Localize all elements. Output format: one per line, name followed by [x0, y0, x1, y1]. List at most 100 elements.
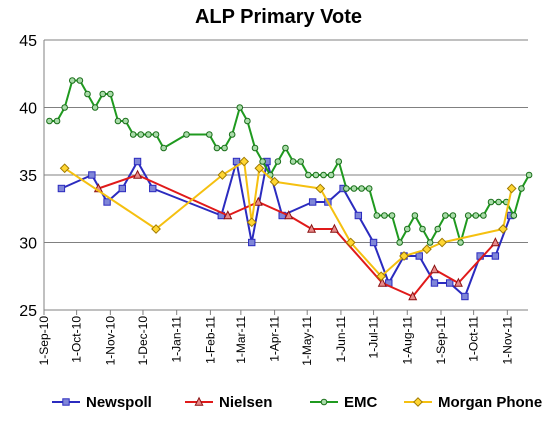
data-point [498, 224, 508, 234]
data-point [269, 176, 280, 187]
data-point [133, 169, 143, 179]
data-point [228, 131, 236, 138]
data-point [369, 238, 378, 247]
y-tick-label: 25 [19, 303, 37, 320]
data-point [461, 292, 469, 301]
data-point [399, 251, 409, 261]
data-point [411, 212, 419, 219]
data-point [248, 238, 256, 247]
x-tick-label: 1-Aug-11 [400, 316, 414, 365]
data-point [297, 158, 304, 165]
data-point [91, 104, 99, 111]
x-tick-label: 1-Feb-11 [203, 316, 217, 364]
legend-label: Newspoll [86, 394, 152, 411]
data-point [426, 239, 434, 246]
data-point [84, 90, 91, 98]
legend-item: EMC [310, 394, 378, 411]
legend-swatch-marker [320, 398, 328, 406]
data-point [206, 131, 213, 138]
data-point [122, 117, 129, 125]
data-point [453, 277, 463, 287]
data-point [445, 279, 454, 287]
data-point [396, 239, 403, 246]
legend-label: EMC [344, 394, 378, 411]
data-point [145, 131, 152, 138]
data-point [137, 131, 145, 138]
x-tick-label: 1-Jun-11 [334, 316, 348, 363]
legend-label: Nielsen [219, 394, 272, 411]
data-point [472, 212, 480, 219]
data-point [320, 171, 327, 179]
data-point [376, 271, 387, 282]
data-point [419, 225, 426, 233]
data-point [457, 239, 464, 246]
data-point [343, 185, 350, 192]
data-point [315, 183, 326, 194]
x-tick-label: 1-Jan-11 [170, 316, 184, 363]
data-point [345, 237, 356, 248]
x-tick-label: 1-Sep-11 [434, 316, 448, 365]
x-tick-label: 1-Oct-11 [467, 316, 481, 362]
x-tick-label: 1-Nov-10 [103, 316, 117, 366]
data-point [213, 144, 221, 152]
data-point [221, 144, 228, 152]
data-point [133, 157, 142, 166]
x-tick-label: 1-Jul-11 [367, 316, 381, 359]
data-point [365, 185, 373, 192]
data-point [358, 185, 365, 192]
series-emc [46, 77, 533, 246]
data-point [437, 237, 447, 248]
data-point [442, 212, 449, 219]
x-tick-label: 1-May-11 [300, 316, 314, 366]
series-morgan-phone [59, 156, 517, 282]
data-point [480, 212, 487, 219]
series-line [98, 174, 497, 298]
data-point [335, 158, 343, 165]
data-point [464, 212, 472, 219]
data-point [289, 158, 297, 165]
data-point [510, 212, 518, 219]
data-point [223, 210, 233, 220]
data-point [274, 158, 282, 165]
data-point [151, 224, 161, 234]
data-point [373, 212, 381, 219]
data-point [312, 171, 320, 179]
data-point [429, 264, 439, 274]
data-point [449, 212, 457, 219]
data-point [377, 277, 387, 287]
data-point [284, 210, 294, 220]
data-point [434, 225, 442, 233]
x-tick-label: 1-Nov-11 [500, 316, 514, 365]
data-point [183, 131, 190, 138]
data-point [307, 223, 317, 233]
data-point [217, 170, 228, 180]
data-point [487, 198, 495, 206]
data-point [253, 196, 263, 206]
data-point [68, 77, 76, 84]
data-point [57, 184, 66, 193]
data-point [149, 184, 157, 193]
data-point [239, 156, 250, 167]
data-point [46, 117, 53, 125]
data-point [244, 117, 251, 125]
data-point [421, 244, 432, 255]
legend-item: Newspoll [52, 394, 152, 411]
x-tick-label: 1-Dec-10 [136, 316, 150, 366]
data-point [388, 212, 396, 219]
legend-label: Morgan Phone [438, 394, 542, 411]
legend-swatch-marker [413, 397, 423, 407]
data-point [53, 117, 61, 125]
y-tick-label: 45 [19, 33, 37, 50]
data-point [114, 117, 122, 125]
data-point [76, 77, 84, 84]
x-tick-label: 1-Sep-10 [37, 316, 51, 366]
data-point [525, 171, 533, 179]
data-point [518, 185, 525, 192]
legend-swatch-marker [62, 398, 70, 406]
data-point [61, 104, 68, 111]
data-point [88, 171, 96, 179]
data-point [99, 90, 107, 98]
y-tick-label: 30 [19, 236, 37, 253]
x-tick-label: 1-Apr-11 [268, 316, 282, 362]
data-point [354, 211, 363, 220]
